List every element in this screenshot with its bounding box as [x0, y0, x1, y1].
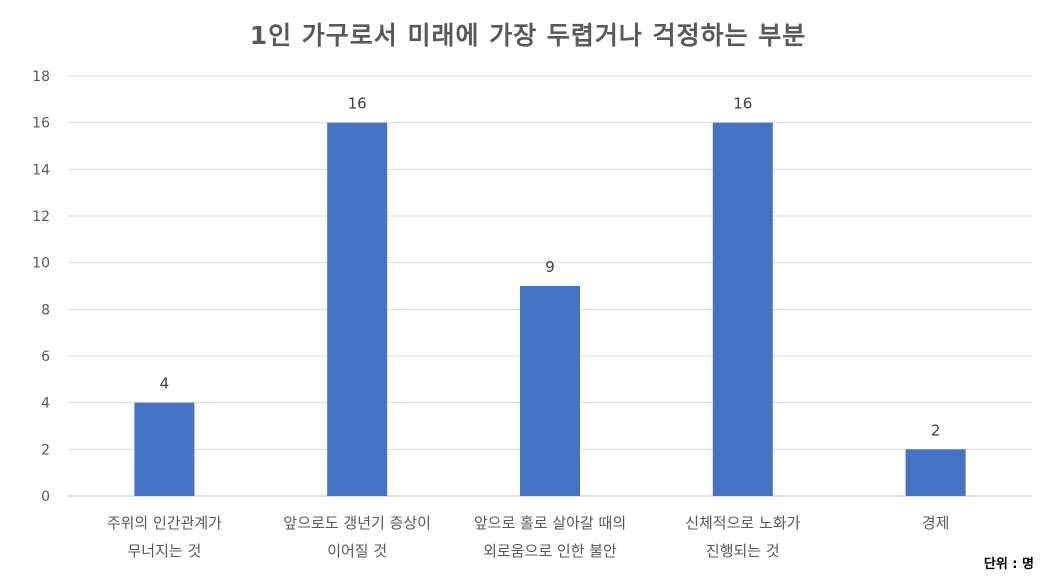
- y-tick-label: 4: [41, 396, 50, 412]
- data-label: 4: [160, 375, 170, 393]
- y-tick-label: 18: [32, 69, 50, 85]
- x-tick-label: 앞으로 홀로 살아갈 때의: [474, 514, 626, 532]
- y-tick-label: 14: [32, 162, 50, 178]
- x-tick-label: 진행되는 것: [706, 542, 780, 560]
- x-tick-label: 신체적으로 노화가: [685, 514, 800, 532]
- data-label: 16: [348, 95, 367, 113]
- x-tick-label: 주위의 인간관계가: [107, 514, 222, 532]
- x-tick-label: 외로움으로 인한 불안: [483, 542, 617, 560]
- data-label: 16: [733, 95, 752, 113]
- data-label: 2: [931, 421, 941, 439]
- y-tick-label: 8: [41, 302, 50, 318]
- x-tick-label: 이어질 것: [327, 542, 387, 560]
- y-tick-label: 16: [32, 116, 50, 132]
- x-tick-label: 무너지는 것: [128, 542, 202, 560]
- y-tick-label: 6: [41, 349, 50, 365]
- y-tick-label: 10: [32, 256, 50, 272]
- bar: [134, 402, 195, 496]
- x-tick-label: 경제: [922, 514, 950, 532]
- unit-note: 단위 : 명: [983, 557, 1034, 572]
- bar: [712, 122, 773, 497]
- x-tick-label: 앞으로도 갱년기 증상이: [283, 514, 431, 532]
- bar: [520, 286, 580, 496]
- bar: [327, 122, 388, 497]
- chart-title: 1인 가구로서 미래에 가장 두렵거나 걱정하는 부분: [249, 21, 807, 50]
- y-tick-label: 12: [32, 209, 50, 225]
- data-label: 9: [545, 258, 555, 276]
- bar: [905, 449, 966, 496]
- y-tick-label: 2: [41, 442, 50, 458]
- y-tick-label: 0: [41, 489, 50, 505]
